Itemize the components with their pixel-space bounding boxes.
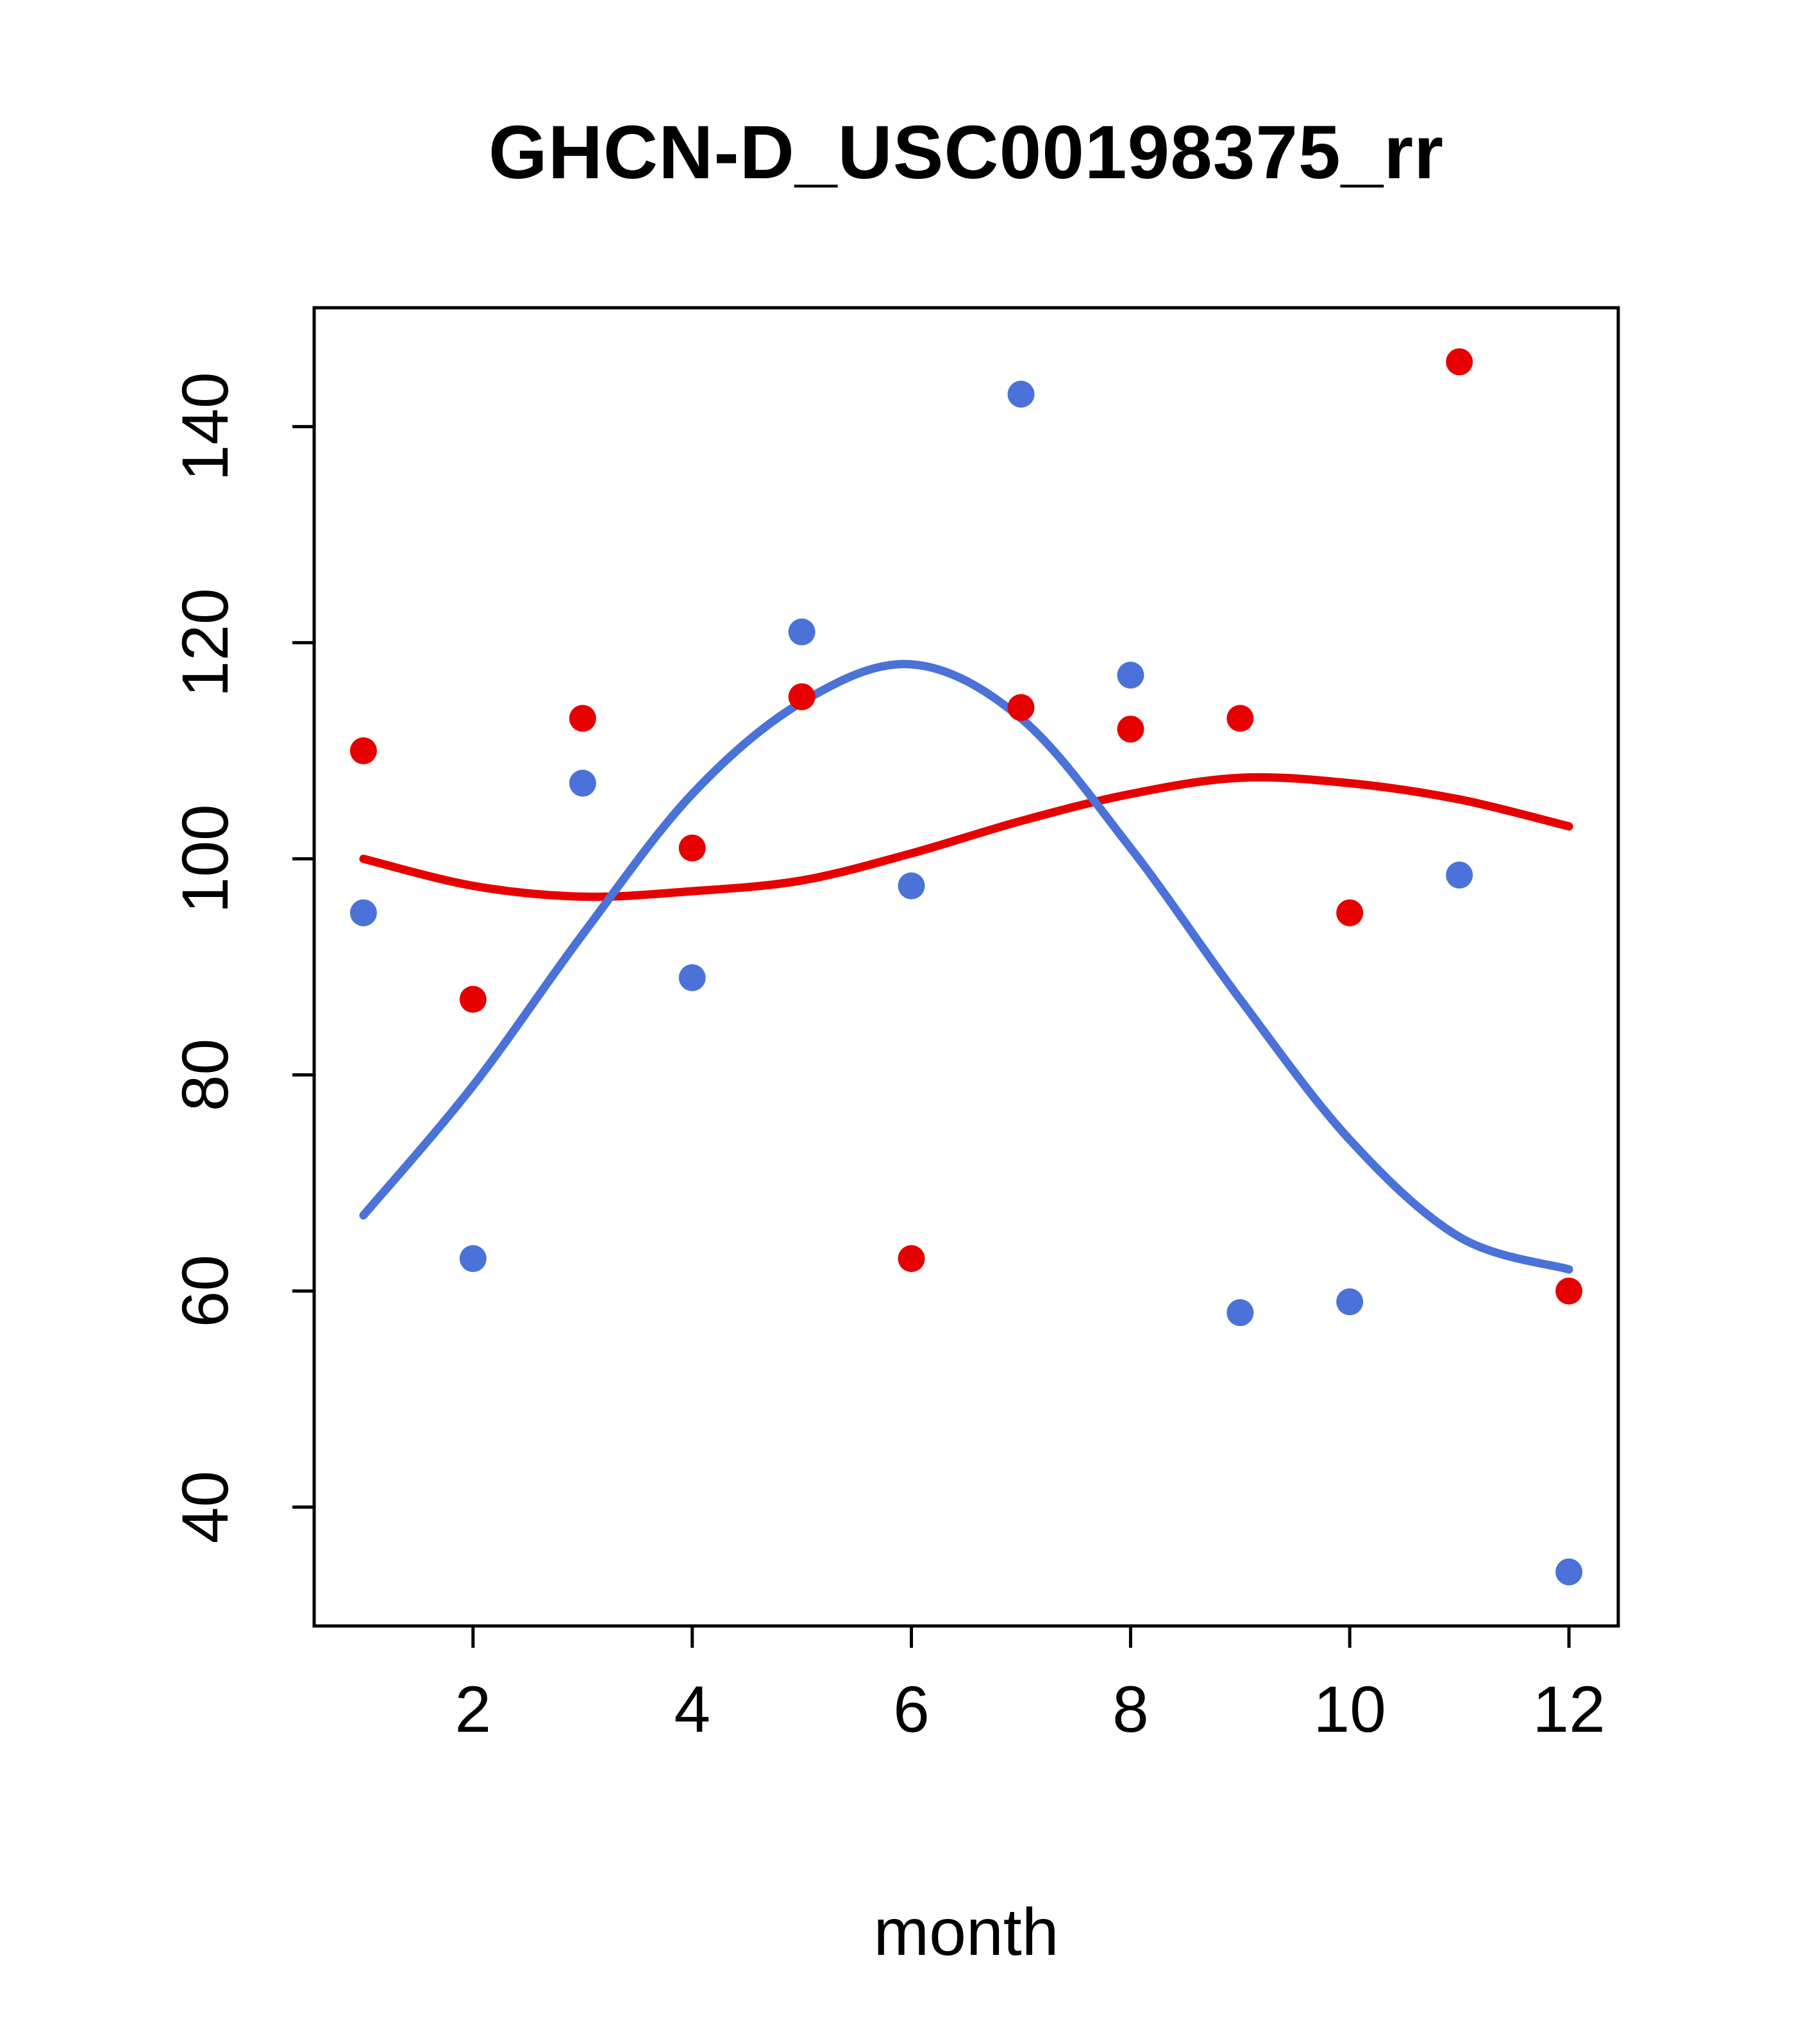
red-point [1555,1277,1583,1305]
blue-point [569,769,596,797]
blue-point [678,964,706,991]
red-point [459,985,487,1013]
blue-point [1555,1558,1583,1586]
blue-point [1336,1288,1364,1316]
blue-point [1446,861,1473,889]
x-tick-label: 4 [674,1673,710,1746]
blue-point [898,872,925,900]
y-tick-label: 120 [169,588,242,697]
plot-border [312,306,1620,1628]
x-tick-label: 10 [1313,1673,1386,1746]
x-tick-label: 8 [1112,1673,1149,1746]
y-tick-label: 40 [169,1471,242,1543]
y-tick-label: 100 [169,804,242,913]
red-point [569,705,596,732]
red-point [349,737,377,764]
y-tick-label: 80 [169,1039,242,1111]
red-point [678,834,706,862]
blue-point [459,1245,487,1272]
x-tick-label: 12 [1532,1673,1605,1746]
x-tick-label: 6 [893,1673,930,1746]
chart-title: GHCN-D_USC00198375_rr [488,110,1444,195]
blue-point [1227,1299,1254,1327]
blue-point [1117,662,1144,689]
red-smooth-line [359,773,1573,901]
blue-point [349,899,377,926]
blue-point [1007,380,1035,408]
red-point [898,1245,925,1272]
blue-point [788,618,816,646]
red-point [788,683,816,710]
y-tick-label: 140 [169,372,242,481]
red-point [1336,899,1364,926]
x-axis-label: month [873,1895,1059,1970]
red-point [1227,705,1254,732]
red-point [1446,348,1473,376]
y-tick-label: 60 [169,1255,242,1327]
red-point [1117,716,1144,743]
red-point [1007,694,1035,721]
x-tick-label: 2 [455,1673,491,1746]
blue-smooth-line [359,660,1573,1274]
